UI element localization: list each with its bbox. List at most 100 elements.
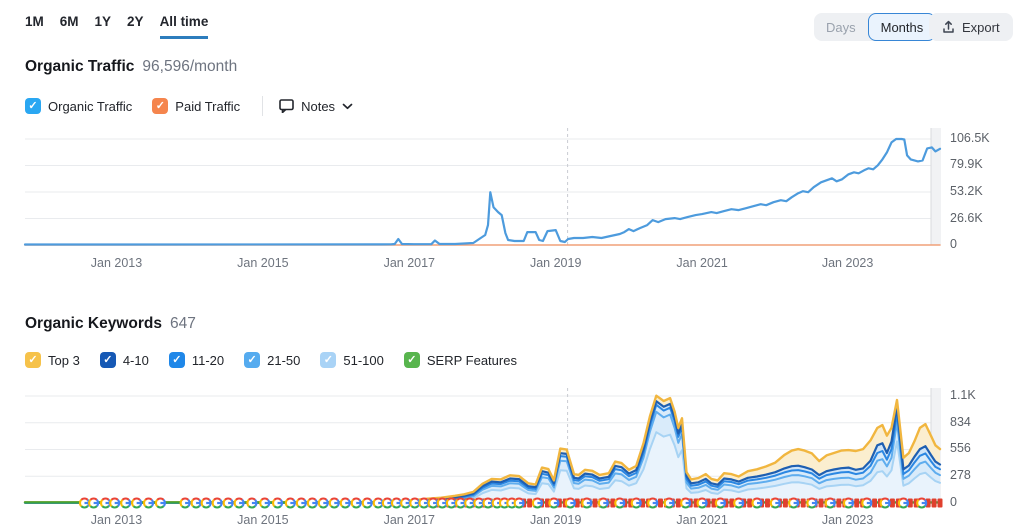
- legend-label-21-50: 21-50: [267, 352, 301, 368]
- google-update-icon: [200, 497, 212, 509]
- legend-item-organic-traffic[interactable]: Organic Traffic: [25, 98, 132, 114]
- date-range-tabs: 1M 6M 1Y 2Y All time: [25, 14, 209, 39]
- y-axis-label: 278: [950, 468, 971, 483]
- tab-1m[interactable]: 1M: [25, 14, 44, 29]
- algorithm-update-marker: [765, 498, 771, 508]
- legend-item-serp-features[interactable]: SERP Features: [403, 352, 517, 368]
- google-update-icon: [861, 497, 873, 509]
- algorithm-update-marker: [836, 498, 842, 508]
- export-label: Export: [962, 19, 1000, 35]
- legend-divider: [262, 96, 264, 116]
- google-update-icon: [788, 497, 800, 509]
- google-update-icon: [350, 497, 362, 509]
- google-update-icon: [120, 497, 132, 509]
- keywords-value: 647: [169, 315, 196, 332]
- notes-dropdown[interactable]: Notes: [279, 99, 353, 114]
- series-line-organic-traffic: [23, 137, 942, 246]
- x-axis-label: Jan 2017: [383, 256, 436, 270]
- google-update-icon: [806, 497, 818, 509]
- google-update-icon: [751, 497, 763, 509]
- organic-traffic-chart[interactable]: [23, 128, 942, 246]
- algorithm-update-marker: [729, 498, 735, 508]
- google-update-icon: [259, 497, 271, 509]
- checkbox-4-10[interactable]: [99, 352, 116, 368]
- export-button[interactable]: Export: [929, 13, 1013, 41]
- google-update-icon: [418, 497, 430, 509]
- legend-item-21-50[interactable]: 21-50: [244, 352, 300, 368]
- y-axis-label: 1.1K: [950, 388, 976, 402]
- x-axis-label: Jan 2019: [529, 513, 582, 527]
- legend-item-paid-traffic[interactable]: Paid Traffic: [152, 98, 240, 114]
- organic-keywords-chart[interactable]: [23, 388, 943, 509]
- algorithm-update-marker: [527, 498, 533, 508]
- google-update-icon: [390, 497, 403, 509]
- algorithm-update-marker: [937, 498, 943, 508]
- google-update-icon: [897, 497, 909, 509]
- google-update-icon: [190, 497, 202, 509]
- algorithm-update-marker: [574, 498, 580, 508]
- algorithm-update-marker: [782, 498, 788, 508]
- checkbox-top3[interactable]: [25, 352, 41, 368]
- x-axis-label: Jan 2015: [237, 256, 289, 270]
- y-axis-label: 0: [950, 237, 957, 251]
- google-update-icon: [680, 497, 692, 509]
- google-update-icon: [916, 497, 928, 509]
- traffic-title: Organic Traffic: [25, 58, 135, 75]
- google-update-icon: [614, 497, 626, 509]
- traffic-legend: Organic Traffic Paid Traffic Notes: [25, 96, 353, 116]
- x-axis-label: Jan 2013: [90, 256, 143, 270]
- google-update-icon: [131, 497, 143, 509]
- tab-2y[interactable]: 2Y: [127, 14, 144, 29]
- google-update-icon: [88, 497, 100, 509]
- google-update-icon: [842, 497, 855, 509]
- series-line-top-3: [23, 394, 942, 504]
- legend-item-4-10[interactable]: 4-10: [99, 352, 149, 368]
- months-option[interactable]: Months: [867, 13, 937, 41]
- google-update-icon: [581, 497, 593, 509]
- google-update-icon: [339, 497, 351, 509]
- checkbox-51-100[interactable]: [320, 352, 337, 368]
- y-axis-label: 556: [950, 441, 971, 456]
- legend-label-11-20: 11-20: [191, 352, 225, 368]
- google-update-icon: [284, 497, 296, 509]
- notes-label: Notes: [301, 98, 336, 114]
- google-update-icon: [372, 497, 384, 509]
- checkbox-11-20[interactable]: [168, 352, 185, 368]
- google-update-icon: [211, 497, 223, 509]
- algorithm-update-marker: [657, 498, 663, 508]
- tab-1y[interactable]: 1Y: [94, 14, 112, 29]
- google-update-icon: [531, 497, 543, 509]
- series-line-11-20: [24, 403, 941, 504]
- legend-label-4-10: 4-10: [122, 352, 149, 368]
- google-update-icon: [361, 497, 373, 509]
- algorithm-update-marker: [872, 498, 878, 508]
- legend-label-organic-traffic: Organic Traffic: [48, 98, 133, 114]
- google-update-icon: [179, 497, 191, 509]
- legend-item-top3[interactable]: Top 3: [25, 352, 80, 368]
- google-update-icon: [427, 497, 439, 509]
- days-option[interactable]: Days: [826, 19, 856, 35]
- tab-6m[interactable]: 6M: [59, 14, 79, 29]
- google-update-icon: [597, 497, 609, 509]
- tab-all-time[interactable]: All time: [159, 14, 209, 39]
- legend-item-11-20[interactable]: 11-20: [168, 352, 225, 368]
- algorithm-update-marker: [640, 498, 646, 508]
- y-axis-label: 26.6K: [950, 210, 983, 225]
- google-update-icon: [328, 497, 340, 509]
- checkbox-paid-traffic[interactable]: [152, 98, 169, 114]
- checkbox-serp-features[interactable]: [403, 352, 420, 368]
- google-update-icon: [436, 497, 448, 509]
- google-update-icon: [99, 497, 112, 509]
- granularity-toggle: Days Months: [814, 13, 937, 41]
- checkbox-21-50[interactable]: [244, 352, 261, 368]
- google-update-icon: [647, 497, 659, 509]
- x-axis-label: Jan 2023: [821, 513, 874, 527]
- google-update-icon: [548, 497, 560, 509]
- x-axis-label: Jan 2017: [383, 513, 436, 527]
- legend-item-51-100[interactable]: 51-100: [320, 352, 384, 368]
- algorithm-update-marker: [854, 498, 860, 508]
- notes-icon: [279, 99, 294, 113]
- series-area: [25, 432, 940, 503]
- checkbox-organic-traffic[interactable]: [25, 98, 41, 114]
